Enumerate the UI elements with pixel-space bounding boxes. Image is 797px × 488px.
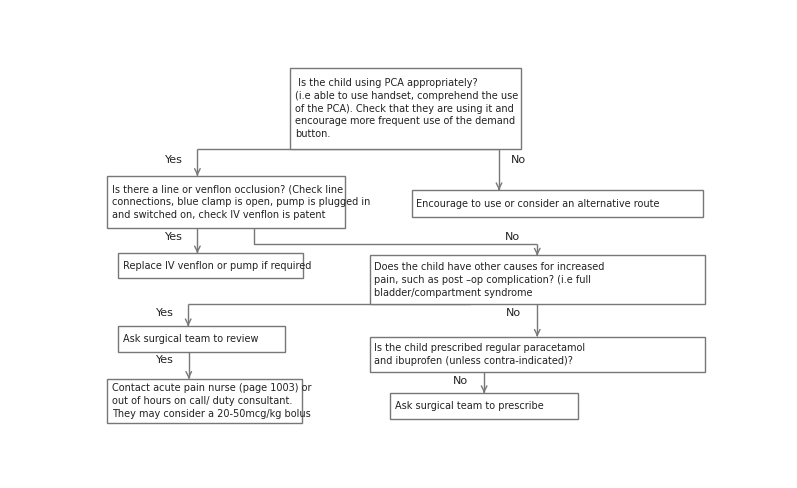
Text: Yes: Yes <box>165 232 183 242</box>
FancyBboxPatch shape <box>390 393 579 419</box>
Text: Contact acute pain nurse (page 1003) or
out of hours on call/ duty consultant.
T: Contact acute pain nurse (page 1003) or … <box>112 383 312 419</box>
FancyBboxPatch shape <box>411 190 703 217</box>
Text: Ask surgical team to review: Ask surgical team to review <box>123 334 258 344</box>
FancyBboxPatch shape <box>107 379 301 423</box>
Text: Yes: Yes <box>165 155 183 164</box>
Text: Does the child have other causes for increased
pain, such as post –op complicati: Does the child have other causes for inc… <box>375 262 605 298</box>
Text: Yes: Yes <box>156 355 175 365</box>
Text: Is the child prescribed regular paracetamol
and ibuprofen (unless contra-indicat: Is the child prescribed regular paraceta… <box>375 343 586 366</box>
Text: Encourage to use or consider an alternative route: Encourage to use or consider an alternat… <box>417 199 660 208</box>
FancyBboxPatch shape <box>118 253 304 278</box>
FancyBboxPatch shape <box>290 67 521 149</box>
FancyBboxPatch shape <box>370 255 705 305</box>
Text: No: No <box>505 232 520 242</box>
FancyBboxPatch shape <box>118 326 285 352</box>
Text: Replace IV venflon or pump if required: Replace IV venflon or pump if required <box>123 261 312 271</box>
Text: No: No <box>506 307 521 318</box>
Text: Is the child using PCA appropriately?
(i.e able to use handset, comprehend the u: Is the child using PCA appropriately? (i… <box>295 78 518 139</box>
Text: No: No <box>453 376 468 386</box>
Text: Yes: Yes <box>155 307 174 318</box>
FancyBboxPatch shape <box>370 337 705 372</box>
Text: Is there a line or venflon occlusion? (Check line
connections, blue clamp is ope: Is there a line or venflon occlusion? (C… <box>112 184 371 220</box>
Text: Ask surgical team to prescribe: Ask surgical team to prescribe <box>395 401 544 411</box>
FancyBboxPatch shape <box>107 176 345 228</box>
Text: No: No <box>511 155 526 164</box>
